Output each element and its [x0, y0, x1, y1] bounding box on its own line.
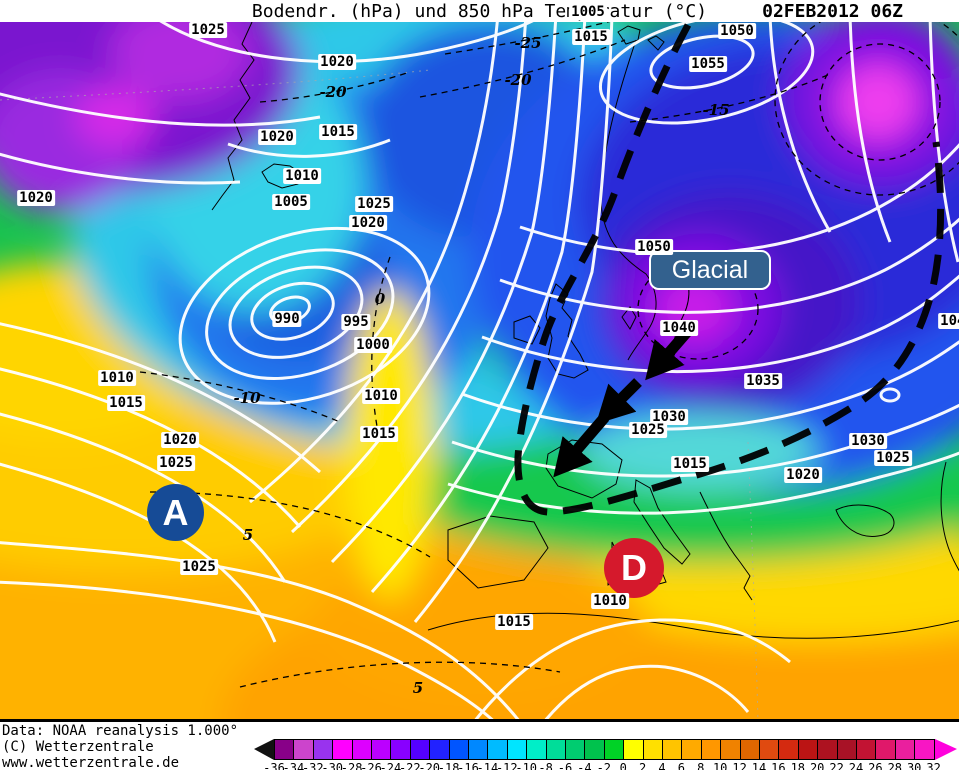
colorbar-box [739, 739, 760, 760]
colorbar-tick: 20 [809, 761, 825, 770]
colorbar-box [584, 739, 605, 760]
colorbar-box [894, 739, 916, 760]
colorbar-tick: -28 [340, 761, 363, 770]
colorbar-tick: 0 [619, 761, 627, 770]
graticule [0, 69, 759, 719]
colorbar-box [371, 739, 392, 760]
colorbar-box [332, 739, 353, 760]
colorbar-box [448, 739, 469, 760]
colorbar-box [565, 739, 586, 760]
colorbar-box [429, 739, 450, 760]
colorbar-box [409, 739, 431, 760]
colorbar-tick: -2 [596, 761, 612, 770]
colorbar-tick: 10 [712, 761, 728, 770]
colorbar-tick: 28 [887, 761, 903, 770]
weather-map [0, 22, 959, 719]
colorbar-box [526, 739, 547, 760]
colorbar-tick: 26 [868, 761, 883, 770]
colorbar-box [662, 739, 683, 760]
colorbar-box [274, 739, 295, 760]
credit-data-source: Data: NOAA reanalysis 1.000° [2, 723, 239, 739]
colorbar-tick: -12 [495, 761, 518, 770]
colorbar-box [545, 739, 566, 760]
colorbar-box [817, 739, 838, 760]
colorbar-tick: 12 [732, 761, 747, 770]
header-bar: Bodendr. (hPa) und 850 hPa Temperatur (°… [0, 0, 959, 22]
colorbar-box [700, 739, 722, 760]
colorbar-tick: 24 [848, 761, 864, 770]
colorbar-tick: -26 [360, 761, 382, 770]
colorbar-box [797, 739, 819, 760]
colorbar-tick: -22 [398, 761, 421, 770]
colorbar-box [487, 739, 508, 760]
credit-copyright: (C) Wetterzentrale [2, 739, 154, 755]
colorbar-box [914, 739, 935, 760]
colorbar-tick: 22 [829, 761, 844, 770]
colorbar-tick: -16 [457, 761, 479, 770]
colorbar-tick: 32 [926, 761, 941, 770]
colorbar-tick: -20 [418, 761, 441, 770]
colorbar-box [390, 739, 411, 760]
colorbar-tick: 14 [751, 761, 767, 770]
colorbar-tick: -36 [263, 761, 285, 770]
colorbar-box [351, 739, 372, 760]
colorbar-box [312, 739, 334, 760]
colorbar-tick: 2 [638, 761, 647, 770]
colorbar-tick: 8 [697, 761, 705, 770]
colorbar-box [836, 739, 857, 760]
colorbar-tick: 4 [658, 761, 666, 770]
colorbar-box [720, 739, 741, 760]
colorbar-tick: 6 [677, 761, 686, 770]
colorbar-box [681, 739, 702, 760]
colorbar-tick: -4 [577, 761, 592, 770]
footer: Data: NOAA reanalysis 1.000° (C) Wetterz… [0, 719, 959, 770]
colorbar-tick: 30 [906, 761, 922, 770]
colorbar-left-arrow [254, 739, 274, 760]
colorbar-box [603, 739, 625, 760]
colorbar-box [468, 739, 489, 760]
colorbar-tick: 16 [771, 761, 786, 770]
colorbar-tick: -34 [282, 761, 305, 770]
colorbar-box [293, 739, 314, 760]
colorbar-tick: -8 [538, 761, 553, 770]
colorbar-tick: -6 [557, 761, 573, 770]
colorbar-tick: -24 [379, 761, 402, 770]
colorbar-box [623, 739, 644, 760]
colorbar-right-arrow [934, 739, 957, 760]
colorbar-box [506, 739, 528, 760]
map-datetime: 02FEB2012 06Z [762, 1, 903, 22]
colorbar-tick: -14 [476, 761, 499, 770]
credit-website: www.wetterzentrale.de [2, 755, 180, 770]
colorbar-tick: -30 [321, 761, 344, 770]
colorbar-box [778, 739, 799, 760]
colorbar-tick: -18 [437, 761, 460, 770]
colorbar-tick: 18 [790, 761, 806, 770]
colorbar: -36 -34 -32 -30 -28 -26 -24 -22 -20 -18 -16 -14 -12-… [0, 722, 959, 770]
map-canvas [0, 22, 959, 719]
colorbar-box [875, 739, 896, 760]
colorbar-box [856, 739, 877, 760]
colorbar-tick: -32 [301, 761, 324, 770]
colorbar-box [642, 739, 663, 760]
credits: Data: NOAA reanalysis 1.000° (C) Wetterz… [2, 723, 238, 770]
temp-contour-lines [139, 22, 959, 688]
colorbar-box [759, 739, 780, 760]
cold-outbreak-arrows [553, 328, 692, 478]
temperature-field [0, 22, 959, 719]
colorbar-tick: -10 [515, 761, 538, 770]
